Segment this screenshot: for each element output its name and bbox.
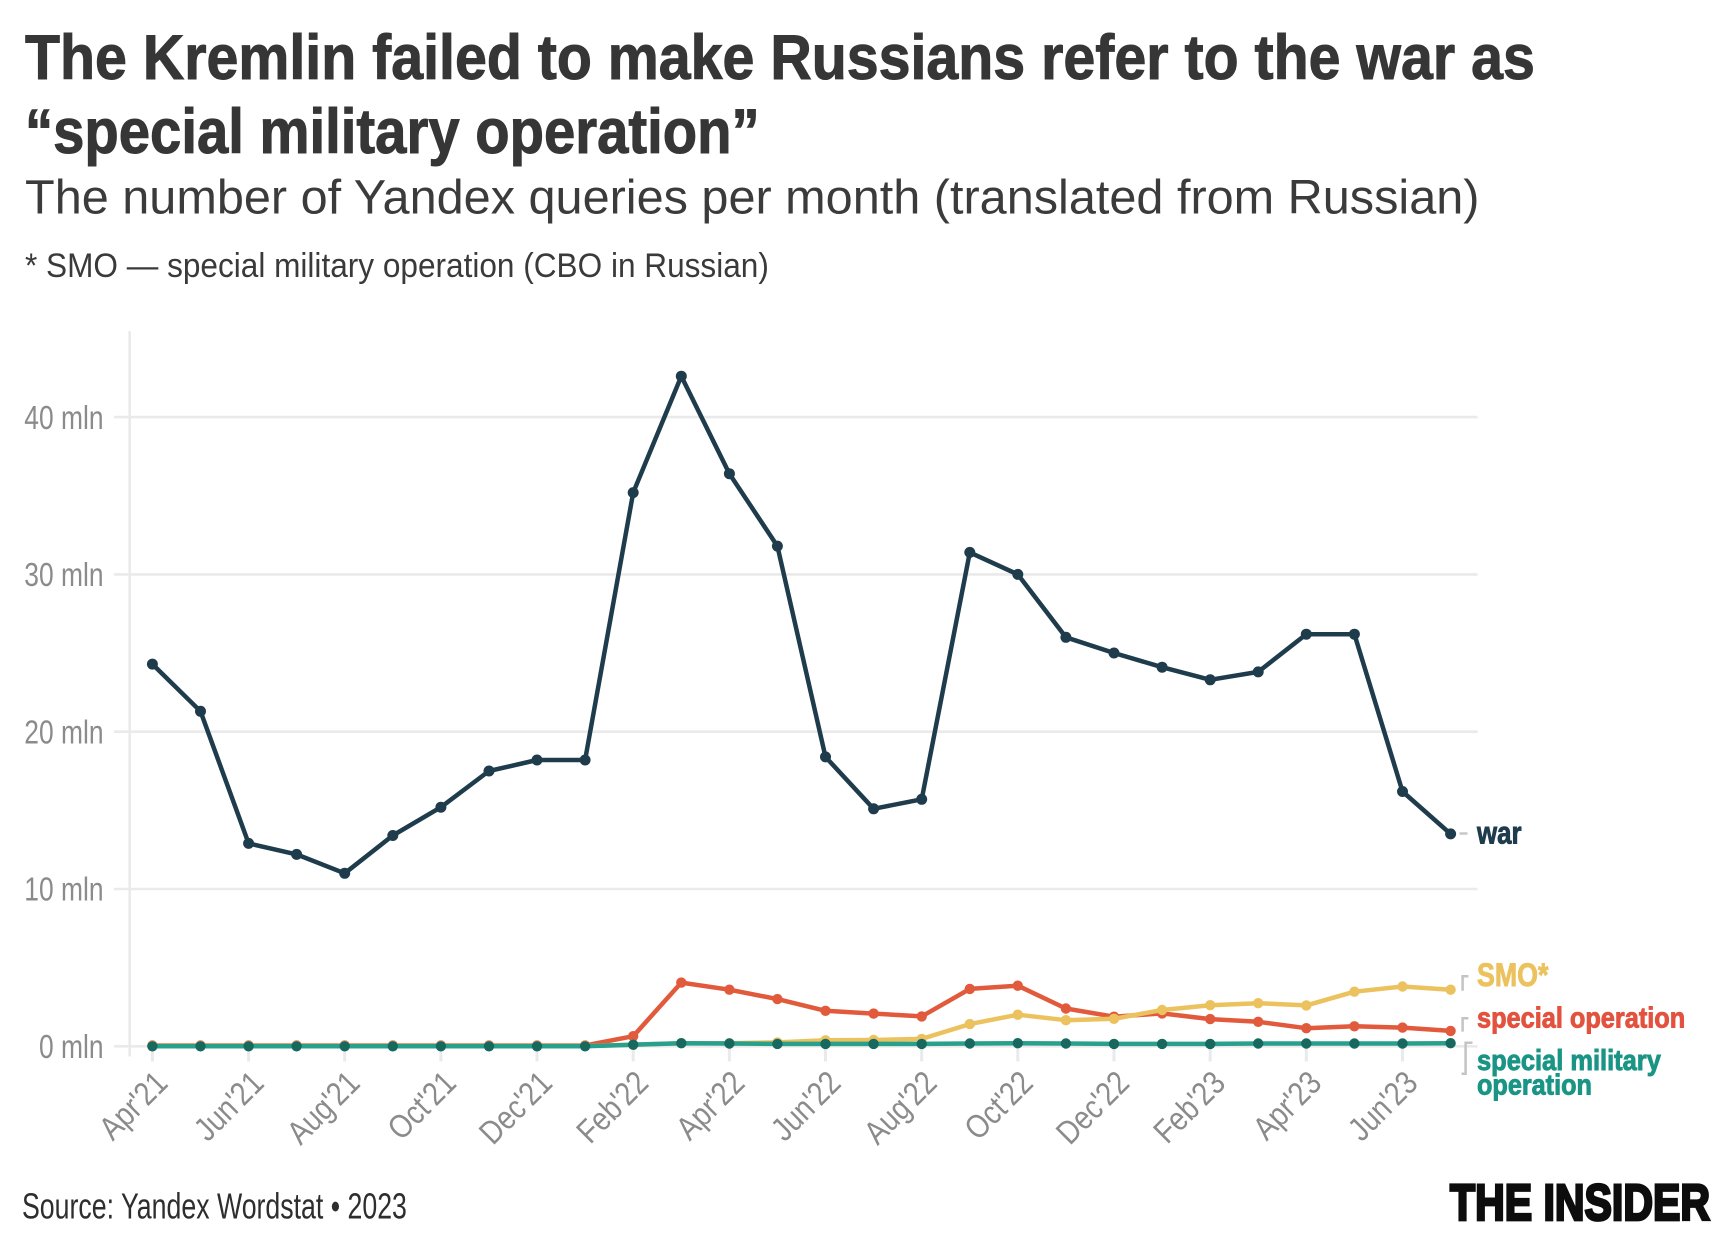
svg-text:0 mln: 0 mln [39, 1029, 104, 1065]
svg-text:THE INSIDER: THE INSIDER [1450, 1174, 1710, 1231]
svg-text:war: war [1476, 816, 1521, 851]
svg-text:* SMO — special military opera: * SMO — special military operation (CBO … [25, 246, 769, 284]
svg-text:10 mln: 10 mln [24, 872, 103, 908]
svg-text:“special military operation”: “special military operation” [25, 96, 760, 167]
svg-text:40 mln: 40 mln [24, 400, 103, 436]
svg-text:special military: special military [1477, 1043, 1662, 1076]
svg-text:SMO*: SMO* [1477, 958, 1549, 994]
svg-text:The number of Yandex queries p: The number of Yandex queries per month (… [25, 171, 1479, 225]
svg-text:Source: Yandex Wordstat • 2023: Source: Yandex Wordstat • 2023 [22, 1186, 407, 1227]
svg-text:operation: operation [1477, 1068, 1592, 1101]
svg-text:30 mln: 30 mln [24, 557, 103, 593]
svg-text:special operation: special operation [1477, 1001, 1685, 1034]
svg-text:20 mln: 20 mln [24, 715, 103, 751]
svg-text:The Kremlin failed to make Rus: The Kremlin failed to make Russians refe… [25, 21, 1535, 92]
